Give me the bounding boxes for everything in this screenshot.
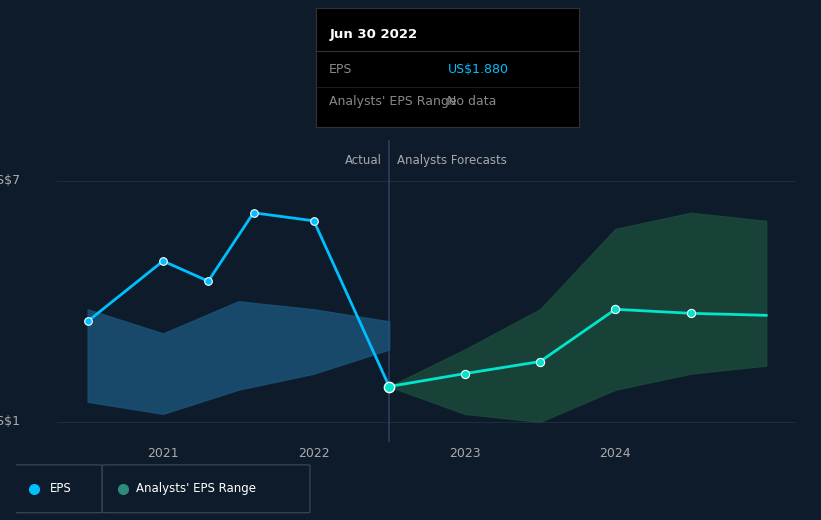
Point — [307, 217, 320, 225]
Point — [684, 309, 697, 318]
Text: No data: No data — [447, 95, 497, 108]
Point — [157, 257, 170, 265]
FancyBboxPatch shape — [11, 465, 103, 513]
Text: US$1.880: US$1.880 — [447, 63, 508, 76]
FancyBboxPatch shape — [103, 465, 310, 513]
Point — [609, 305, 622, 314]
Text: EPS: EPS — [329, 63, 352, 76]
Text: Analysts' EPS Range: Analysts' EPS Range — [329, 95, 456, 108]
Text: US$7: US$7 — [0, 174, 21, 187]
Point — [247, 209, 260, 217]
Point — [81, 317, 94, 326]
Text: Analysts' EPS Range: Analysts' EPS Range — [136, 483, 256, 495]
Point — [458, 370, 471, 378]
Point — [202, 277, 215, 285]
Point — [383, 382, 396, 391]
Point — [383, 382, 396, 391]
Text: EPS: EPS — [50, 483, 72, 495]
Text: Analysts Forecasts: Analysts Forecasts — [397, 153, 507, 166]
Text: US$1: US$1 — [0, 415, 21, 428]
Point — [534, 357, 547, 366]
Text: Actual: Actual — [345, 153, 382, 166]
Text: Jun 30 2022: Jun 30 2022 — [329, 28, 417, 41]
